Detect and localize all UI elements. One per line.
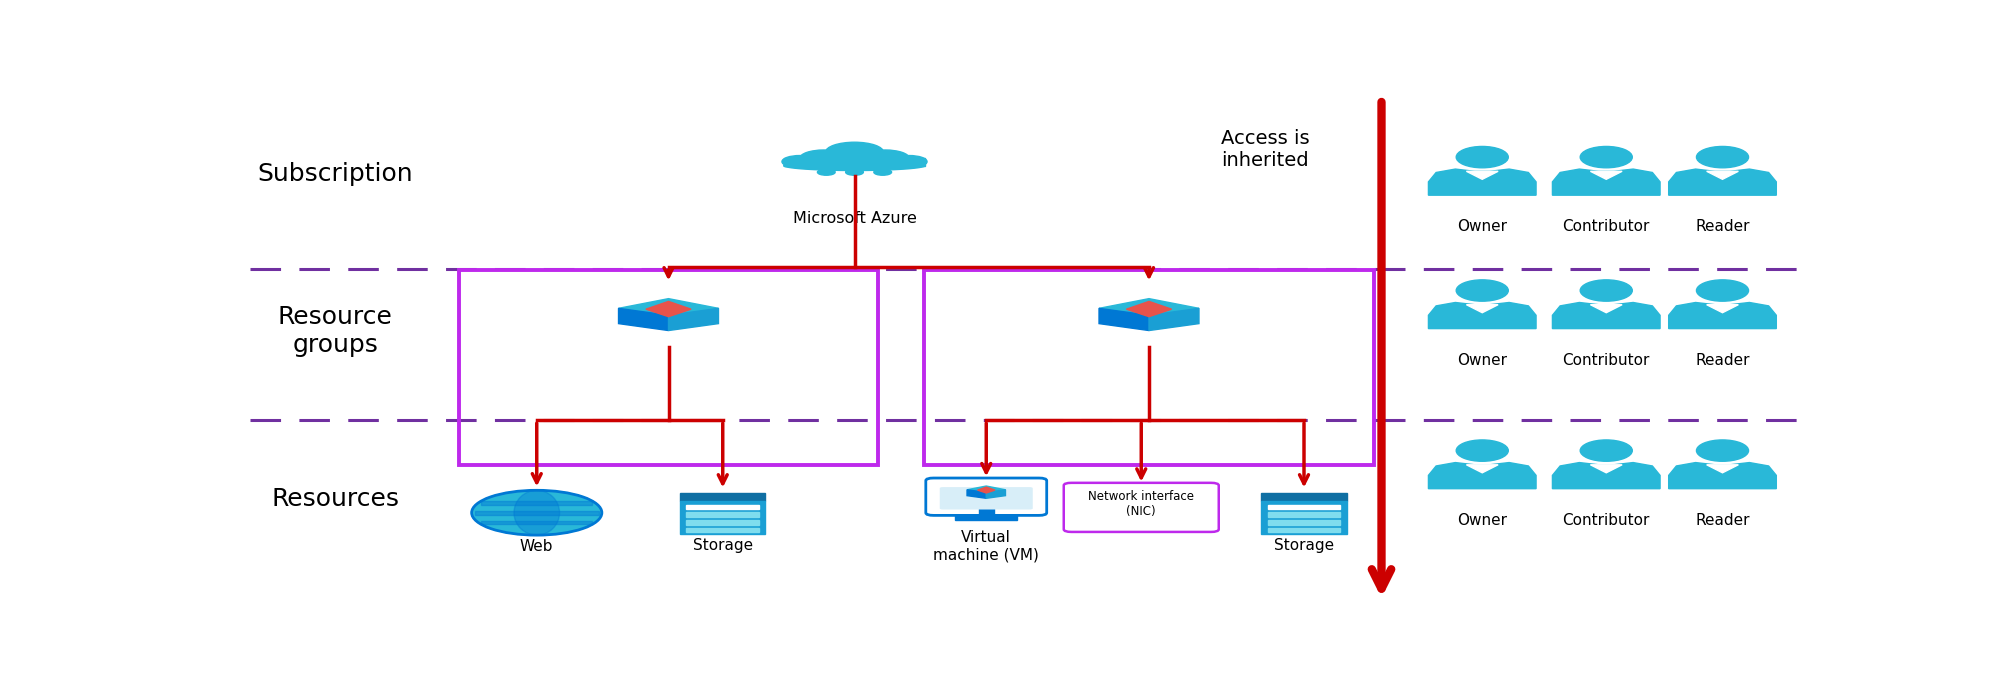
Polygon shape — [1466, 171, 1498, 179]
Polygon shape — [1590, 465, 1622, 473]
Circle shape — [860, 150, 910, 166]
Text: Resources: Resources — [272, 487, 400, 511]
Ellipse shape — [1580, 146, 1632, 168]
Polygon shape — [1466, 305, 1498, 313]
Polygon shape — [1466, 465, 1498, 473]
Polygon shape — [1100, 308, 1148, 331]
Bar — [1262, 501, 1346, 534]
Text: Microsoft Azure: Microsoft Azure — [792, 211, 916, 226]
Polygon shape — [1552, 462, 1660, 489]
Circle shape — [818, 169, 836, 175]
Polygon shape — [1668, 169, 1776, 195]
Bar — [482, 501, 592, 505]
Ellipse shape — [514, 491, 560, 535]
Polygon shape — [1126, 301, 1172, 317]
Bar — [686, 505, 760, 509]
Polygon shape — [668, 308, 718, 331]
Bar — [978, 509, 994, 516]
Ellipse shape — [1696, 280, 1748, 301]
Polygon shape — [646, 301, 692, 317]
Circle shape — [782, 155, 818, 168]
Bar — [474, 511, 598, 515]
Circle shape — [472, 491, 602, 535]
Bar — [1268, 505, 1340, 509]
Polygon shape — [1590, 171, 1622, 179]
Polygon shape — [1552, 302, 1660, 328]
Ellipse shape — [1696, 146, 1748, 168]
Ellipse shape — [1696, 440, 1748, 462]
Polygon shape — [1552, 169, 1660, 195]
Polygon shape — [1706, 305, 1738, 313]
Circle shape — [892, 155, 928, 168]
Bar — [784, 158, 926, 166]
Polygon shape — [1668, 302, 1776, 328]
Text: Reader: Reader — [1696, 353, 1750, 367]
Text: Virtual
machine (VM): Virtual machine (VM) — [934, 529, 1040, 562]
FancyBboxPatch shape — [926, 478, 1046, 516]
Bar — [1268, 527, 1340, 532]
Polygon shape — [618, 308, 668, 331]
Bar — [1268, 520, 1340, 525]
Polygon shape — [1590, 305, 1622, 313]
Text: Owner: Owner — [1458, 219, 1508, 234]
Polygon shape — [978, 487, 994, 493]
Bar — [1268, 512, 1340, 517]
Circle shape — [826, 142, 884, 162]
Polygon shape — [968, 486, 1006, 493]
Circle shape — [874, 169, 892, 175]
Ellipse shape — [1456, 280, 1508, 301]
Bar — [680, 493, 766, 501]
Polygon shape — [986, 490, 1006, 498]
FancyBboxPatch shape — [1064, 483, 1218, 532]
Polygon shape — [1148, 308, 1198, 331]
Text: Access is
inherited: Access is inherited — [1220, 130, 1310, 170]
Text: Network interface
(NIC): Network interface (NIC) — [1088, 490, 1194, 518]
Bar — [686, 512, 760, 517]
Text: Web: Web — [520, 539, 554, 554]
Circle shape — [846, 169, 864, 175]
Text: Resource
groups: Resource groups — [278, 306, 392, 357]
Text: Reader: Reader — [1696, 513, 1750, 527]
Ellipse shape — [1580, 440, 1632, 462]
Circle shape — [846, 151, 892, 167]
Bar — [680, 501, 766, 534]
Polygon shape — [1706, 465, 1738, 473]
Polygon shape — [1428, 462, 1536, 489]
Polygon shape — [1100, 299, 1198, 315]
Polygon shape — [618, 299, 718, 315]
Ellipse shape — [1580, 280, 1632, 301]
Text: Owner: Owner — [1458, 353, 1508, 367]
Ellipse shape — [1456, 440, 1508, 462]
Bar — [956, 515, 1018, 520]
Text: Contributor: Contributor — [1562, 513, 1650, 527]
Text: Contributor: Contributor — [1562, 219, 1650, 234]
Text: Contributor: Contributor — [1562, 353, 1650, 367]
Bar — [686, 527, 760, 532]
Text: Storage: Storage — [1274, 538, 1334, 553]
Text: Owner: Owner — [1458, 513, 1508, 527]
Polygon shape — [1706, 171, 1738, 179]
Polygon shape — [784, 166, 926, 170]
Text: Reader: Reader — [1696, 219, 1750, 234]
Polygon shape — [1428, 169, 1536, 195]
Polygon shape — [968, 490, 986, 498]
Polygon shape — [1428, 302, 1536, 328]
Bar — [686, 520, 760, 525]
Circle shape — [818, 151, 862, 167]
Bar — [1262, 493, 1346, 501]
Text: Subscription: Subscription — [258, 162, 414, 186]
Circle shape — [800, 150, 848, 166]
Text: Storage: Storage — [692, 538, 752, 553]
Bar — [482, 520, 592, 525]
Polygon shape — [1668, 462, 1776, 489]
Ellipse shape — [1456, 146, 1508, 168]
FancyBboxPatch shape — [940, 487, 1032, 509]
